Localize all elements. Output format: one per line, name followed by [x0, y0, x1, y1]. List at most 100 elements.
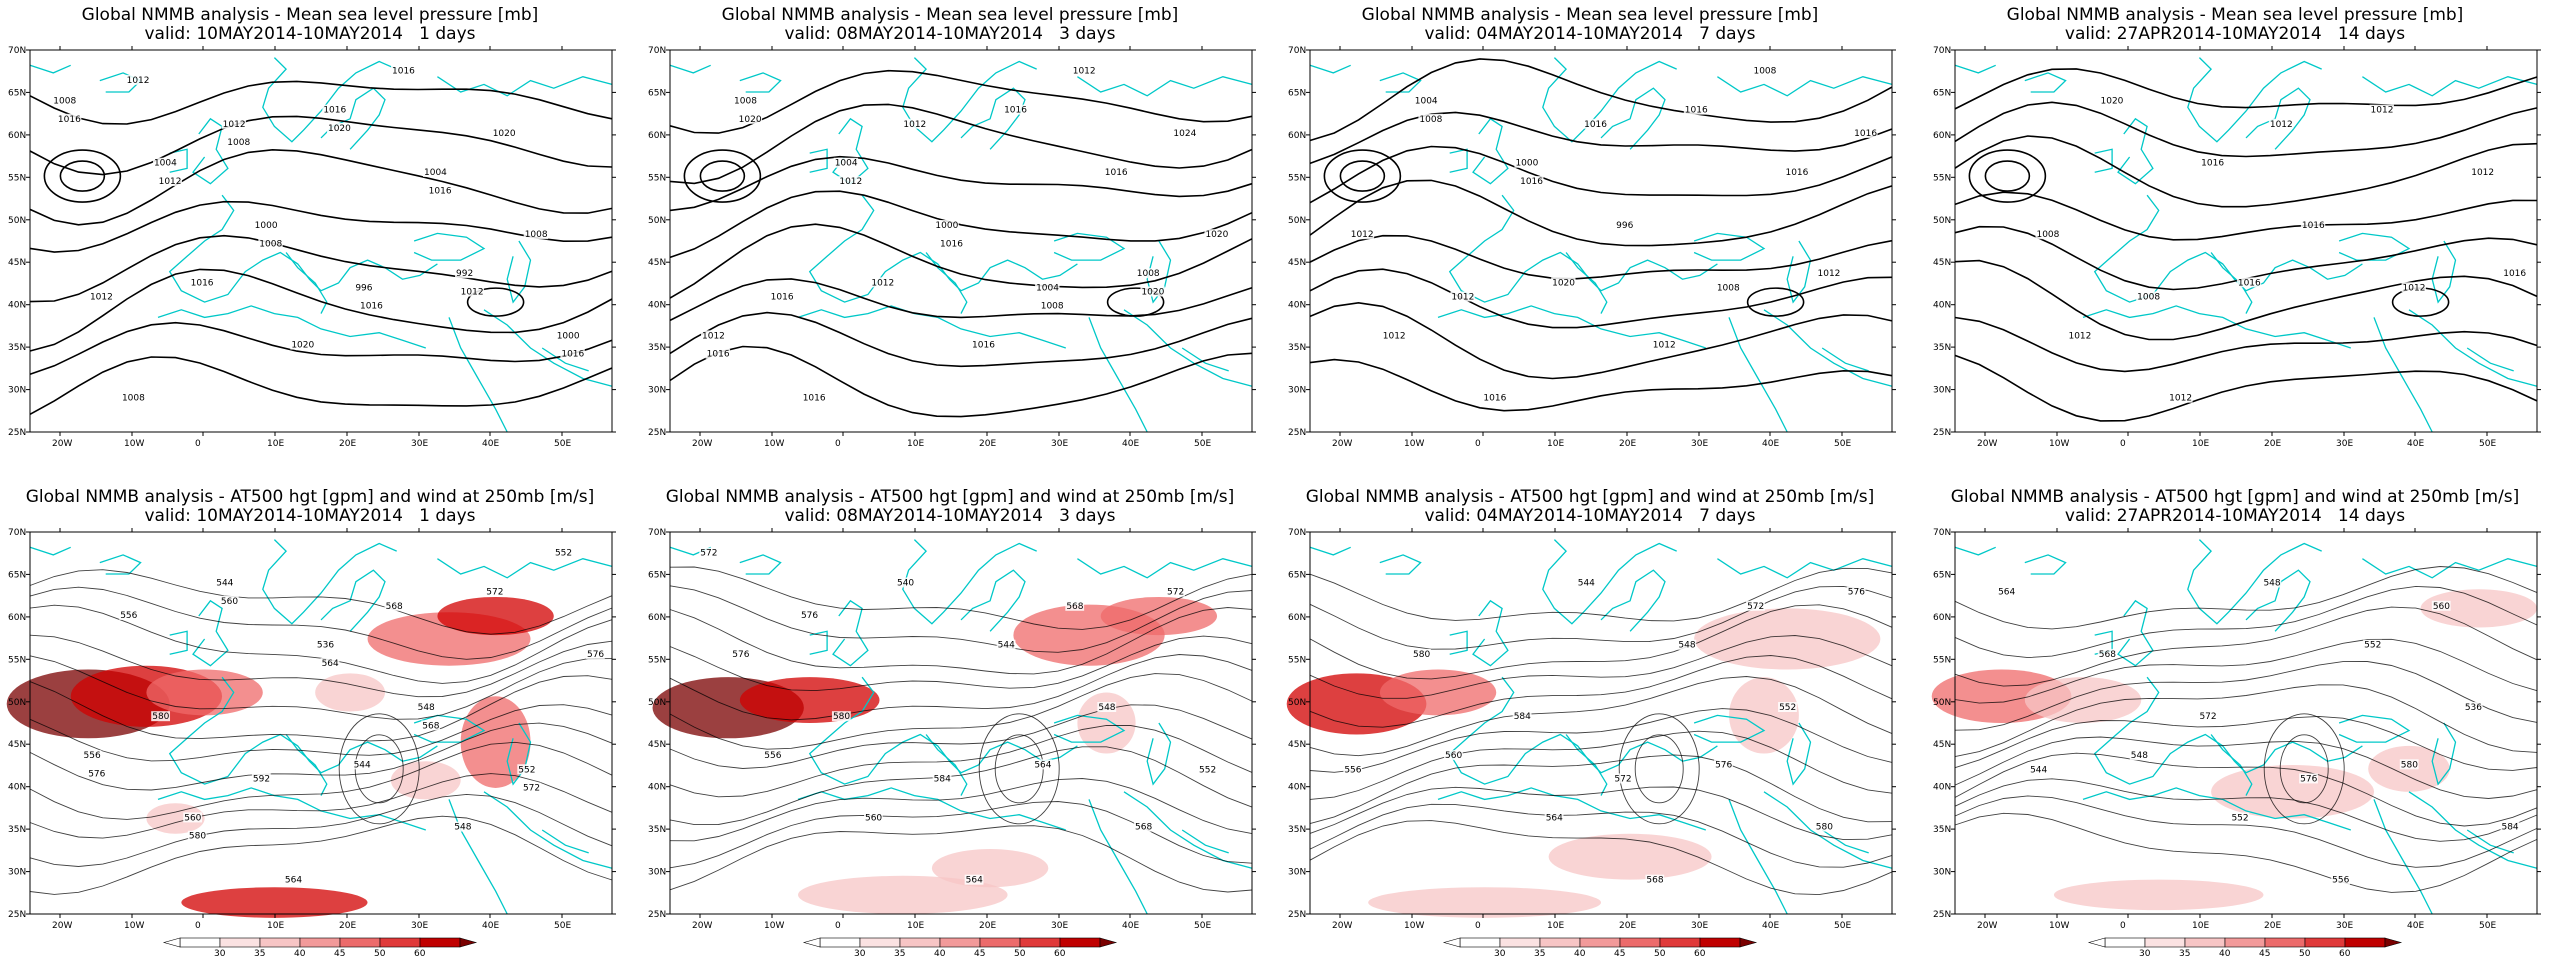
lat-label: 30N: [648, 386, 666, 396]
colorbar-segment: [2304, 937, 2346, 948]
contour-label: 536: [317, 641, 334, 651]
contour-label: 1020: [328, 124, 351, 134]
contour-label: 592: [253, 774, 270, 784]
lat-label: 40N: [8, 301, 26, 311]
colorbar-tick-label: 60: [1054, 949, 1066, 959]
lon-label: 40E: [1762, 439, 1779, 449]
colorbar-tick-label: 50: [2299, 949, 2311, 959]
contour-label-bg: [1418, 113, 1443, 124]
contour-label: 1008: [1137, 269, 1160, 279]
contour-label: 556: [120, 611, 137, 621]
contour-label-bg: [2099, 95, 2124, 106]
contour-label-bg: [1343, 764, 1363, 775]
height-contour: [29, 815, 613, 895]
lat-label: 50N: [1288, 216, 1306, 226]
colorbar-tick-label: 40: [1574, 949, 1586, 959]
height-contour: [669, 566, 1253, 630]
lon-label: 10E: [907, 921, 924, 931]
contour-label: 576: [2300, 774, 2317, 784]
colorbar-tick-label: 40: [294, 949, 306, 959]
contour-label: 552: [555, 549, 572, 559]
coastline: [832, 117, 869, 185]
height-contour: [2263, 713, 2345, 825]
contour-label-bg: [226, 137, 251, 148]
isobar: [59, 160, 106, 192]
wind-shading: [6, 596, 554, 918]
contour-label: 1012: [2471, 168, 2494, 178]
contour-label-bg: [934, 220, 959, 231]
colorbar-segment: [979, 937, 1021, 948]
contour-label: 1016: [429, 186, 452, 196]
panel-valid-period: valid: 08MAY2014-10MAY2014 3 days: [784, 506, 1116, 526]
colorbar-segment: [1659, 937, 1701, 948]
contour-label: 1020: [1141, 287, 1164, 297]
contour-label: 560: [2433, 602, 2450, 612]
coastline: [2093, 194, 2363, 303]
isobar: [683, 149, 762, 203]
lon-label: 30E: [2336, 921, 2353, 931]
height-contour: [29, 569, 613, 635]
contour-label-bg: [523, 229, 549, 240]
contour-label: 572: [700, 549, 717, 559]
lat-label: 40N: [1933, 783, 1951, 793]
contour-label-bg: [2262, 577, 2282, 588]
lon-label: 10E: [2192, 439, 2209, 449]
lon-label: 10E: [1547, 921, 1564, 931]
lon-label: 30E: [1051, 439, 1068, 449]
contour-lines: [29, 80, 613, 416]
colorbar-tick-label: 50: [374, 949, 386, 959]
contour-label-bg: [1683, 104, 1709, 115]
height-contour: [669, 673, 1253, 750]
coastline: [1309, 546, 1351, 556]
wind-speed-area: [1548, 833, 1712, 880]
contour-label-bg: [391, 65, 416, 76]
lat-label: 25N: [648, 428, 666, 438]
isobar: [1309, 301, 1893, 380]
lat-label: 30N: [1288, 386, 1306, 396]
contour-label-bg: [1784, 166, 1809, 177]
height-contour: [338, 713, 420, 825]
contour-label: 544: [216, 578, 233, 588]
contour-label: 580: [189, 832, 206, 842]
height-contour: [1954, 606, 2538, 687]
colorbar-tick-label: 60: [414, 949, 426, 959]
coastline: [192, 599, 229, 667]
coastline: [1088, 317, 1148, 433]
isobar: [1309, 358, 1893, 412]
contour-label-bg: [427, 185, 453, 196]
map-plot: 544 548 552 556 560 564 568 572 576 580 584 572 576 5…: [1286, 528, 1896, 931]
contour-label-bg: [1003, 104, 1028, 115]
contour-label-bg: [1349, 229, 1375, 240]
contour-label: 1016: [1483, 394, 1506, 404]
lon-label: 10W: [2049, 439, 2069, 449]
coastline: [1472, 117, 1509, 185]
height-contour: [29, 586, 613, 660]
contour-label-bg: [2369, 104, 2394, 115]
height-contour: [29, 675, 613, 742]
height-contour: [1309, 604, 1893, 680]
lon-label: 40E: [2407, 439, 2424, 449]
lat-label: 70N: [8, 528, 26, 538]
lat-label: 65N: [8, 88, 26, 98]
coastline: [1448, 676, 1718, 785]
height-contour: [1309, 676, 1893, 757]
contour-label-bg: [902, 118, 927, 129]
contour-label-bg: [2502, 268, 2527, 279]
coastlines: [1309, 539, 1893, 915]
colorbar-tick-label: 30: [214, 949, 226, 959]
isobar: [1323, 149, 1402, 203]
coastline: [2117, 599, 2154, 667]
contour-label: 548: [1098, 703, 1115, 713]
coastline: [1123, 309, 1253, 387]
contour-label: 1012: [839, 177, 862, 187]
lat-label: 40N: [8, 783, 26, 793]
lon-label: 0: [2120, 921, 2126, 931]
panel-valid-period: valid: 08MAY2014-10MAY2014 3 days: [784, 24, 1116, 44]
lon-label: 50E: [2479, 921, 2496, 931]
contour-label: 1016: [1105, 168, 1128, 178]
contour-label: 556: [2332, 876, 2349, 886]
contour-label-bg: [1204, 229, 1229, 240]
contour-label: 1012: [90, 292, 113, 302]
contour-label-bg: [87, 768, 106, 779]
isobar: [1309, 145, 1893, 204]
